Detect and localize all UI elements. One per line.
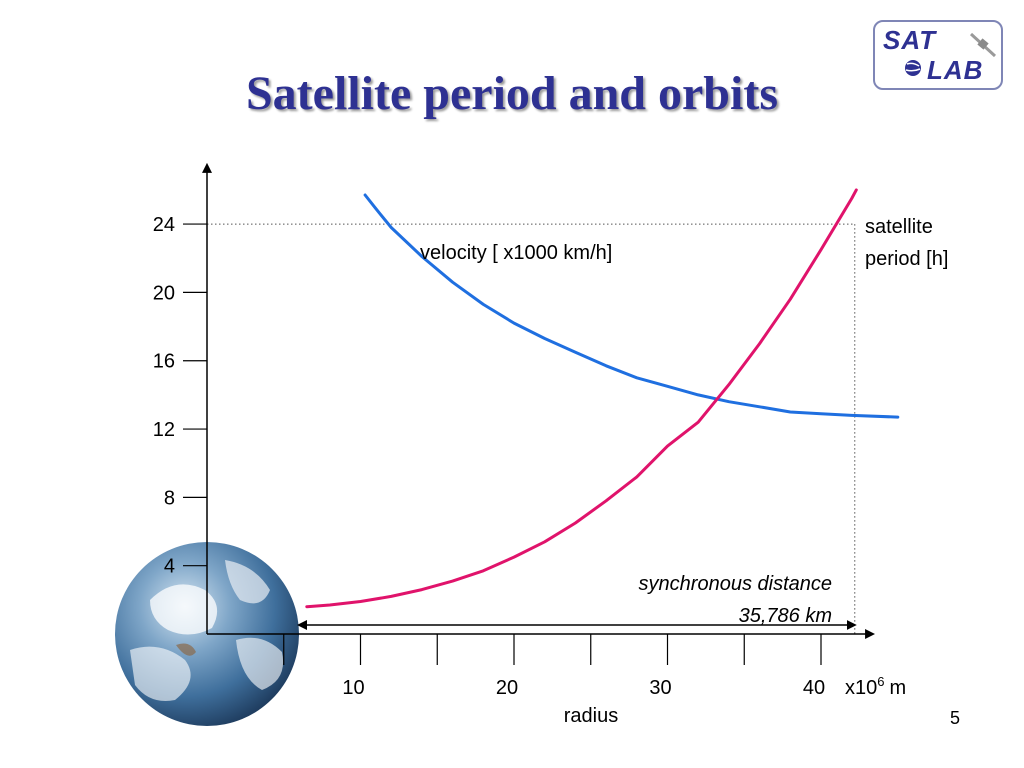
sync-label-line2: 35,786 km xyxy=(739,605,832,627)
satlab-logo: SAT LAB xyxy=(873,20,1003,90)
x-tick-label-20: 20 xyxy=(496,677,518,699)
page-number: 5 xyxy=(950,708,961,728)
x-tick-label-40: 40 xyxy=(803,677,825,699)
x-axis-title: radius xyxy=(564,705,618,727)
y-axis-ticks: 4 8 12 16 20 24 xyxy=(153,214,207,578)
logo-text-bottom: LAB xyxy=(927,55,984,85)
y-tick-label-8: 8 xyxy=(164,487,175,509)
velocity-label: velocity [ x1000 km/h] xyxy=(420,242,612,264)
x-axis-ticks: 10 20 30 40 xyxy=(283,634,825,699)
period-label-line1: satellite xyxy=(865,216,933,238)
logo-text-top: SAT xyxy=(883,25,937,55)
sync-label-line1: synchronous distance xyxy=(639,573,832,595)
chart-curves xyxy=(305,188,900,609)
y-tick-label-20: 20 xyxy=(153,282,175,304)
velocity-curve xyxy=(363,193,900,419)
reference-guides xyxy=(207,223,856,634)
period-curve xyxy=(305,188,858,609)
x-tick-label-10: 10 xyxy=(342,677,364,699)
y-tick-label-12: 12 xyxy=(153,419,175,441)
satellite-globe-icon xyxy=(905,32,997,76)
chart-axes xyxy=(202,162,876,639)
x-tick-label-30: 30 xyxy=(649,677,671,699)
y-tick-label-24: 24 xyxy=(153,214,175,236)
x-unit-label: x106 m xyxy=(845,674,906,699)
y-tick-label-4: 4 xyxy=(164,556,175,578)
period-label-line2: period [h] xyxy=(865,248,948,270)
y-tick-label-16: 16 xyxy=(153,351,175,373)
slide-title: Satellite period and orbits xyxy=(245,67,778,120)
